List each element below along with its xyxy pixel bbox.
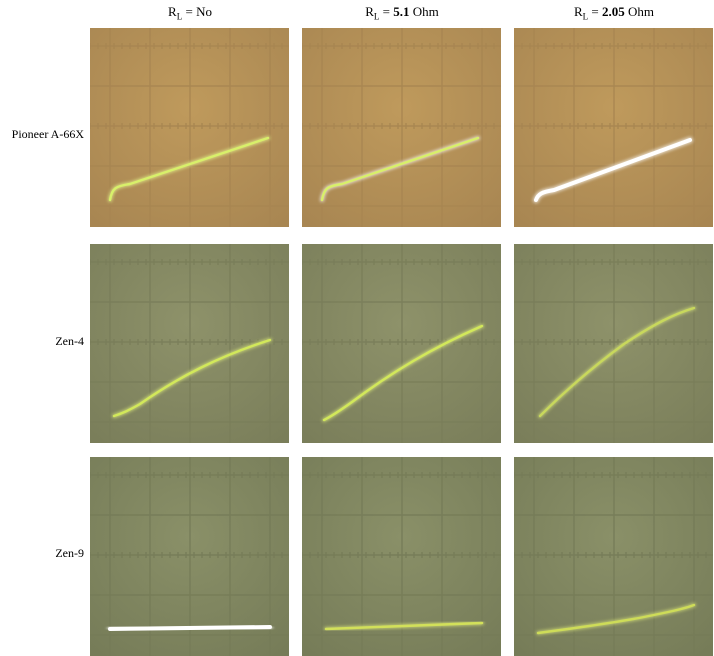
graticule bbox=[302, 244, 501, 443]
scope-screen bbox=[514, 28, 713, 227]
trace-line bbox=[108, 136, 270, 202]
row-label-zen-4: Zen-4 bbox=[55, 334, 84, 348]
scope-screen bbox=[90, 457, 289, 656]
trace-line bbox=[108, 625, 272, 631]
graticule bbox=[90, 244, 289, 443]
trace-line bbox=[322, 324, 484, 422]
row-label-zen-9: Zen-9 bbox=[55, 546, 84, 560]
oscilloscope-panel-zen-9-0 bbox=[90, 457, 289, 656]
oscilloscope-panel-pioneer-2 bbox=[514, 28, 713, 227]
scope-screen bbox=[302, 28, 501, 227]
trace-line bbox=[112, 338, 272, 418]
trace-line bbox=[324, 621, 484, 631]
scope-screen bbox=[90, 28, 289, 227]
oscilloscope-panel-pioneer-1 bbox=[302, 28, 501, 227]
graticule bbox=[514, 28, 713, 227]
oscilloscope-panel-zen-9-2 bbox=[514, 457, 713, 656]
oscilloscope-panel-zen-4-2 bbox=[514, 244, 713, 443]
trace-line bbox=[536, 603, 696, 635]
row-label-pioneer: Pioneer A-66X bbox=[11, 127, 84, 141]
graticule bbox=[514, 244, 713, 443]
graticule bbox=[302, 28, 501, 227]
scope-screen bbox=[514, 244, 713, 443]
column-header-2: RL = 2.05 Ohm bbox=[573, 4, 654, 22]
trace-line bbox=[534, 138, 692, 202]
oscilloscope-panel-zen-4-1 bbox=[302, 244, 501, 443]
trace-line bbox=[538, 306, 696, 418]
scope-screen bbox=[302, 457, 501, 656]
trace-line bbox=[320, 136, 480, 202]
scope-screen bbox=[90, 244, 289, 443]
graticule bbox=[514, 457, 713, 656]
graticule bbox=[90, 457, 289, 656]
oscilloscope-panel-pioneer-0 bbox=[90, 28, 289, 227]
oscilloscope-panel-zen-9-1 bbox=[302, 457, 501, 656]
column-header-1: RL = 5.1 Ohm bbox=[365, 4, 439, 22]
graticule bbox=[90, 28, 289, 227]
oscilloscope-panel-zen-4-0 bbox=[90, 244, 289, 443]
scope-screen bbox=[302, 244, 501, 443]
column-header-0: RL = No bbox=[168, 4, 212, 22]
scope-screen bbox=[514, 457, 713, 656]
